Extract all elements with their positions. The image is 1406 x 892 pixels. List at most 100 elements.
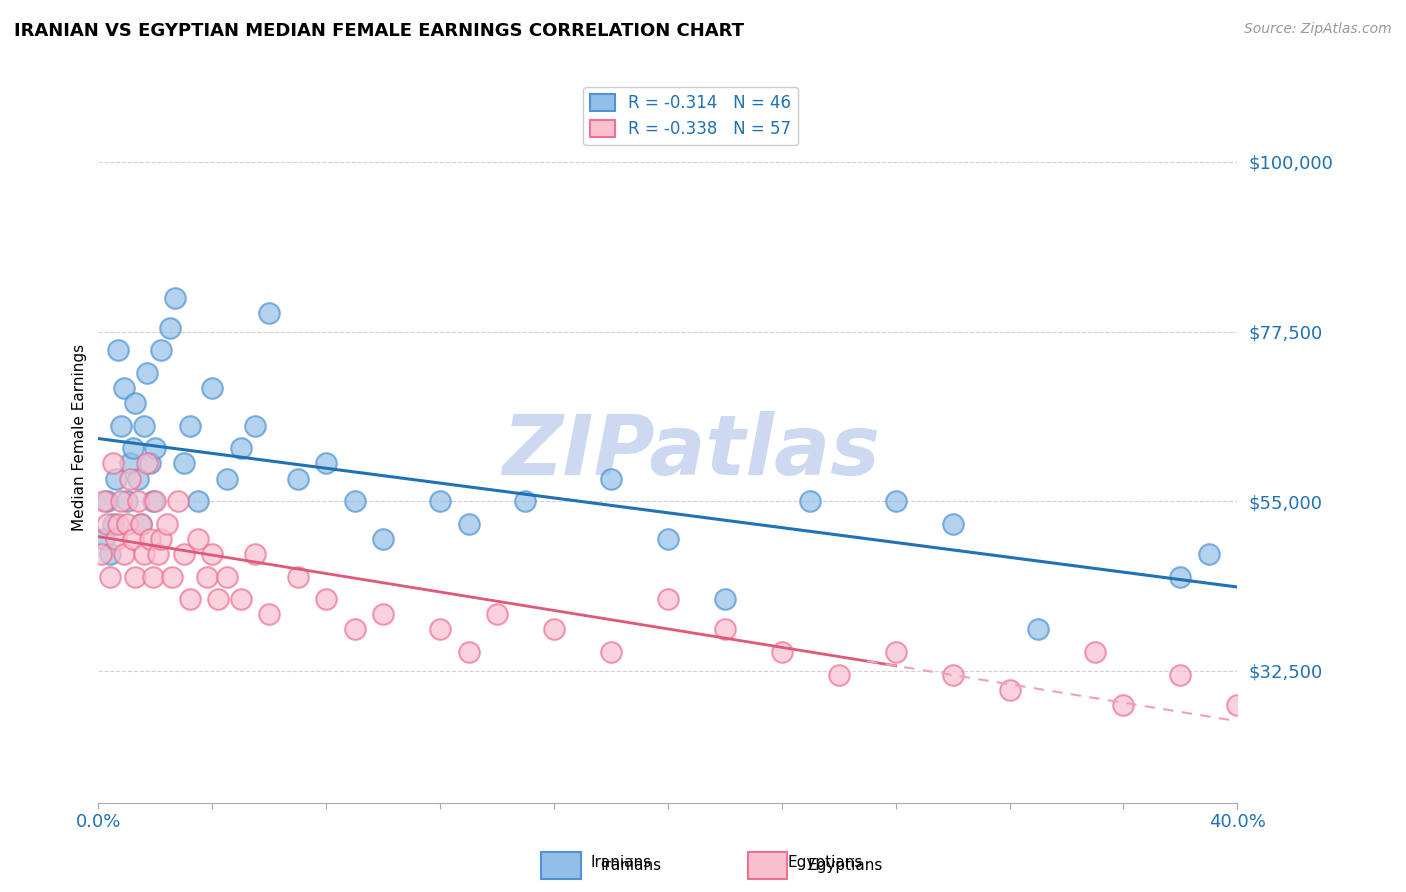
Point <box>110 494 132 508</box>
Point <box>343 494 366 508</box>
Point <box>145 442 167 456</box>
Point <box>107 516 129 531</box>
Point <box>373 607 395 622</box>
Point <box>150 532 173 546</box>
Legend: R = -0.314   N = 46, R = -0.338   N = 57: R = -0.314 N = 46, R = -0.338 N = 57 <box>583 87 799 145</box>
Point <box>600 471 623 485</box>
Point <box>201 547 224 561</box>
Point <box>207 592 229 607</box>
Point <box>1170 569 1192 583</box>
Text: Iranians: Iranians <box>591 855 651 870</box>
Point <box>159 320 181 334</box>
Point <box>243 547 266 561</box>
Point <box>315 457 337 471</box>
Point <box>179 592 201 607</box>
Point <box>229 592 252 607</box>
Point <box>93 494 115 508</box>
Point <box>201 381 224 395</box>
Point <box>162 569 184 583</box>
Point <box>600 645 623 659</box>
Point <box>884 645 907 659</box>
Point <box>150 343 173 358</box>
Point <box>429 623 451 637</box>
Point <box>457 645 479 659</box>
Point <box>107 343 129 358</box>
Point <box>96 494 118 508</box>
Point <box>173 547 195 561</box>
Text: Source: ZipAtlas.com: Source: ZipAtlas.com <box>1244 22 1392 37</box>
Point <box>173 457 195 471</box>
Point <box>135 366 157 380</box>
Point <box>1340 743 1362 757</box>
Point <box>770 645 793 659</box>
Point <box>1112 698 1135 712</box>
Point <box>942 516 965 531</box>
Point <box>429 494 451 508</box>
Point <box>998 682 1021 697</box>
Point <box>1284 720 1306 734</box>
Point <box>229 442 252 456</box>
Point <box>287 569 309 583</box>
Point <box>167 494 190 508</box>
Point <box>98 569 121 583</box>
Point <box>215 569 238 583</box>
Point <box>243 418 266 433</box>
Point <box>132 547 155 561</box>
Point <box>148 547 170 561</box>
Point <box>714 623 737 637</box>
FancyBboxPatch shape <box>748 852 787 879</box>
Point <box>343 623 366 637</box>
Point <box>187 494 209 508</box>
Point <box>657 532 679 546</box>
Point <box>135 457 157 471</box>
Point <box>127 471 149 485</box>
Point <box>259 607 281 622</box>
Point <box>121 532 143 546</box>
Point <box>156 516 179 531</box>
Point <box>1226 698 1249 712</box>
Point <box>1198 547 1220 561</box>
Point <box>884 494 907 508</box>
Point <box>657 592 679 607</box>
Point <box>373 532 395 546</box>
Y-axis label: Median Female Earnings: Median Female Earnings <box>72 343 87 531</box>
Point <box>110 418 132 433</box>
Point <box>115 494 138 508</box>
Point <box>315 592 337 607</box>
Point <box>187 532 209 546</box>
Point <box>165 291 187 305</box>
Text: ZIPatlas: ZIPatlas <box>502 411 880 492</box>
Point <box>195 569 218 583</box>
FancyBboxPatch shape <box>541 852 581 879</box>
Point <box>118 471 141 485</box>
Point <box>714 592 737 607</box>
Point <box>132 418 155 433</box>
Point <box>179 418 201 433</box>
Point <box>828 667 851 681</box>
Point <box>799 494 821 508</box>
Point <box>124 396 146 410</box>
Point <box>215 471 238 485</box>
Point <box>259 306 281 320</box>
Text: Egyptians: Egyptians <box>807 858 883 872</box>
Point <box>101 457 124 471</box>
Point <box>145 494 167 508</box>
Point <box>942 667 965 681</box>
Point <box>486 607 509 622</box>
Point <box>96 516 118 531</box>
Point <box>90 547 112 561</box>
Point <box>121 442 143 456</box>
Point <box>138 457 160 471</box>
Point <box>543 623 565 637</box>
Point <box>124 569 146 583</box>
Point <box>1084 645 1107 659</box>
Point <box>115 516 138 531</box>
Point <box>515 494 537 508</box>
Point <box>1170 667 1192 681</box>
Point <box>104 532 127 546</box>
Point <box>93 532 115 546</box>
Point <box>129 516 152 531</box>
Point <box>141 494 163 508</box>
Point <box>457 516 479 531</box>
Text: Egyptians: Egyptians <box>787 855 863 870</box>
